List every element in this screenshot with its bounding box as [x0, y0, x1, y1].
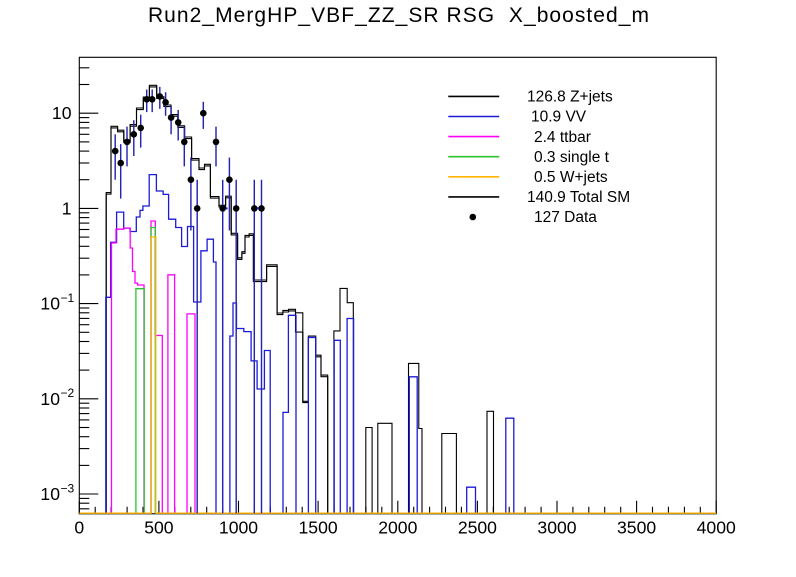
svg-text:3500: 3500 [617, 518, 656, 538]
svg-text:1500: 1500 [299, 518, 338, 538]
svg-text:2.4 ttbar: 2.4 ttbar [534, 129, 591, 146]
svg-text:Run2_MergHP_VBF_ZZ_SR RSG X_b: Run2_MergHP_VBF_ZZ_SR RSG X_boosted_m [148, 4, 650, 27]
svg-text:−2: −2 [61, 386, 75, 400]
svg-text:500: 500 [144, 518, 174, 538]
svg-text:10: 10 [40, 389, 60, 409]
svg-text:126.8 Z+jets: 126.8 Z+jets [527, 89, 613, 106]
svg-text:0: 0 [74, 518, 84, 538]
svg-text:2000: 2000 [378, 518, 417, 538]
svg-text:10: 10 [52, 103, 72, 123]
svg-text:10: 10 [40, 484, 60, 504]
svg-text:10: 10 [40, 294, 60, 314]
svg-text:−3: −3 [61, 481, 75, 495]
svg-text:127 Data: 127 Data [534, 209, 597, 226]
svg-text:1: 1 [62, 198, 72, 218]
svg-text:2500: 2500 [458, 518, 497, 538]
svg-text:3000: 3000 [537, 518, 576, 538]
svg-text:140.9 Total SM: 140.9 Total SM [527, 189, 630, 206]
svg-text:10.9 VV: 10.9 VV [531, 109, 587, 126]
svg-text:4000: 4000 [697, 518, 736, 538]
svg-text:−1: −1 [61, 291, 75, 305]
svg-text:0.3 single t: 0.3 single t [534, 149, 610, 166]
svg-text:1000: 1000 [219, 518, 258, 538]
svg-text:0.5 W+jets: 0.5 W+jets [534, 169, 608, 186]
